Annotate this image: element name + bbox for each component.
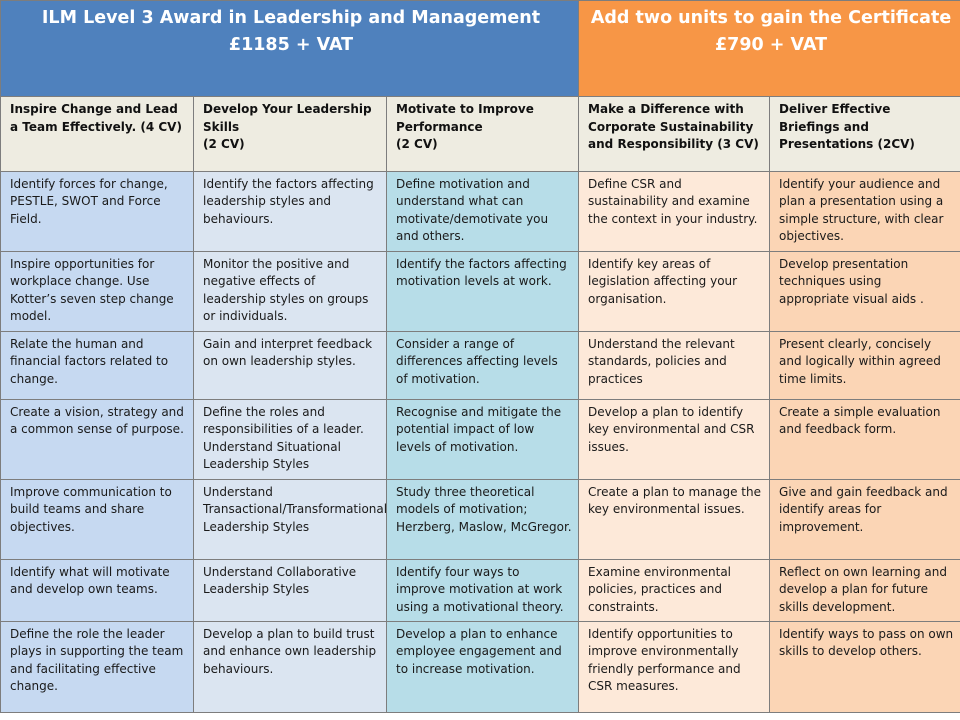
unit-title-text: Deliver Effective Briefings and Presenta… bbox=[779, 102, 915, 152]
outcome-cell: Recognise and mitigate the potential imp… bbox=[385, 399, 580, 480]
outcome-cell: Identify what will motivate and develop … bbox=[0, 559, 194, 622]
unit-titles-row: Inspire Change and Lead a Team Effective… bbox=[0, 96, 960, 172]
outcome-cell: Identify four ways to improve motivation… bbox=[385, 559, 580, 622]
unit-title-leadership-skills: Develop Your Leadership Skills (2 CV) bbox=[193, 96, 387, 172]
outcome-cell: Present clearly, concisely and logically… bbox=[769, 331, 960, 400]
unit-title-text: Make a Difference with Corporate Sustain… bbox=[588, 102, 759, 152]
header-row: ILM Level 3 Award in Leadership and Mana… bbox=[0, 0, 960, 97]
outcome-cell: Identify key areas of legislation affect… bbox=[578, 251, 771, 332]
unit-credits: (2 CV) bbox=[203, 137, 245, 152]
outcome-cell: Monitor the positive and negative effect… bbox=[193, 251, 387, 332]
outcome-cell: Understand Transactional/Transformationa… bbox=[193, 479, 387, 560]
outcome-cell: Reflect on own learning and develop a pl… bbox=[769, 559, 960, 622]
outcome-cell: Define the roles and responsibilities of… bbox=[193, 399, 387, 480]
outcome-cell: Identify forces for change, PESTLE, SWOT… bbox=[0, 171, 194, 252]
outcome-row: Identify forces for change, PESTLE, SWOT… bbox=[0, 171, 960, 252]
award-title: ILM Level 3 Award in Leadership and Mana… bbox=[41, 8, 541, 28]
unit-title-csr: Make a Difference with Corporate Sustain… bbox=[578, 96, 771, 172]
outcome-cell: Consider a range of differences affectin… bbox=[385, 331, 580, 400]
outcome-row: Define the role the leader plays in supp… bbox=[0, 621, 960, 713]
outcome-cell: Create a plan to manage the key environm… bbox=[578, 479, 771, 560]
outcome-cell: Identify your audience and plan a presen… bbox=[769, 171, 960, 252]
certificate-title: Add two units to gain the Certificate bbox=[590, 8, 952, 28]
award-header: ILM Level 3 Award in Leadership and Mana… bbox=[0, 0, 580, 97]
unit-title-text: Motivate to Improve Performance bbox=[396, 102, 534, 134]
outcome-cell: Inspire opportunities for workplace chan… bbox=[0, 251, 194, 332]
unit-title-motivate: Motivate to Improve Performance (2 CV) bbox=[385, 96, 580, 172]
outcome-cell: Develop presentation techniques using ap… bbox=[769, 251, 960, 332]
outcome-cell: Relate the human and financial factors r… bbox=[0, 331, 194, 400]
outcome-cell: Develop a plan to enhance employee engag… bbox=[385, 621, 580, 713]
outcome-cell: Create a vision, strategy and a common s… bbox=[0, 399, 194, 480]
outcome-cell: Improve communication to build teams and… bbox=[0, 479, 194, 560]
outcome-cell: Create a simple evaluation and feedback … bbox=[769, 399, 960, 480]
certificate-header: Add two units to gain the Certificate £7… bbox=[578, 0, 960, 97]
outcomes-body: Identify forces for change, PESTLE, SWOT… bbox=[0, 171, 960, 713]
outcome-cell: Give and gain feedback and identify area… bbox=[769, 479, 960, 560]
outcome-row: Create a vision, strategy and a common s… bbox=[0, 399, 960, 480]
unit-title-inspire-change: Inspire Change and Lead a Team Effective… bbox=[0, 96, 194, 172]
outcome-cell: Develop a plan to identify key environme… bbox=[578, 399, 771, 480]
outcome-cell: Gain and interpret feedback on own leade… bbox=[193, 331, 387, 400]
outcome-row: Improve communication to build teams and… bbox=[0, 479, 960, 560]
outcome-cell: Study three theoretical models of motiva… bbox=[385, 479, 580, 560]
certificate-price: £790 + VAT bbox=[715, 35, 828, 55]
outcome-row: Identify what will motivate and develop … bbox=[0, 559, 960, 622]
outcome-cell: Define motivation and understand what ca… bbox=[385, 171, 580, 252]
outcome-cell: Understand the relevant standards, polic… bbox=[578, 331, 771, 400]
unit-title-text: Inspire Change and Lead a Team Effective… bbox=[10, 102, 182, 134]
unit-title-presentations: Deliver Effective Briefings and Presenta… bbox=[769, 96, 960, 172]
outcome-cell: Understand Collaborative Leadership Styl… bbox=[193, 559, 387, 622]
outcome-cell: Define CSR and sustainability and examin… bbox=[578, 171, 771, 252]
outcome-row: Relate the human and financial factors r… bbox=[0, 331, 960, 400]
award-price: £1185 + VAT bbox=[228, 35, 354, 55]
outcome-cell: Identify the factors affecting leadershi… bbox=[193, 171, 387, 252]
outcome-cell: Develop a plan to build trust and enhanc… bbox=[193, 621, 387, 713]
unit-credits: (2 CV) bbox=[396, 137, 438, 152]
outcome-cell: Identify opportunities to improve enviro… bbox=[578, 621, 771, 713]
outcome-row: Inspire opportunities for workplace chan… bbox=[0, 251, 960, 332]
outcome-cell: Define the role the leader plays in supp… bbox=[0, 621, 194, 713]
outcome-cell: Examine environmental policies, practice… bbox=[578, 559, 771, 622]
unit-title-text: Develop Your Leadership Skills bbox=[203, 102, 372, 134]
outcome-cell: Identify ways to pass on own skills to d… bbox=[769, 621, 960, 713]
outcome-cell: Identify the factors affecting motivatio… bbox=[385, 251, 580, 332]
